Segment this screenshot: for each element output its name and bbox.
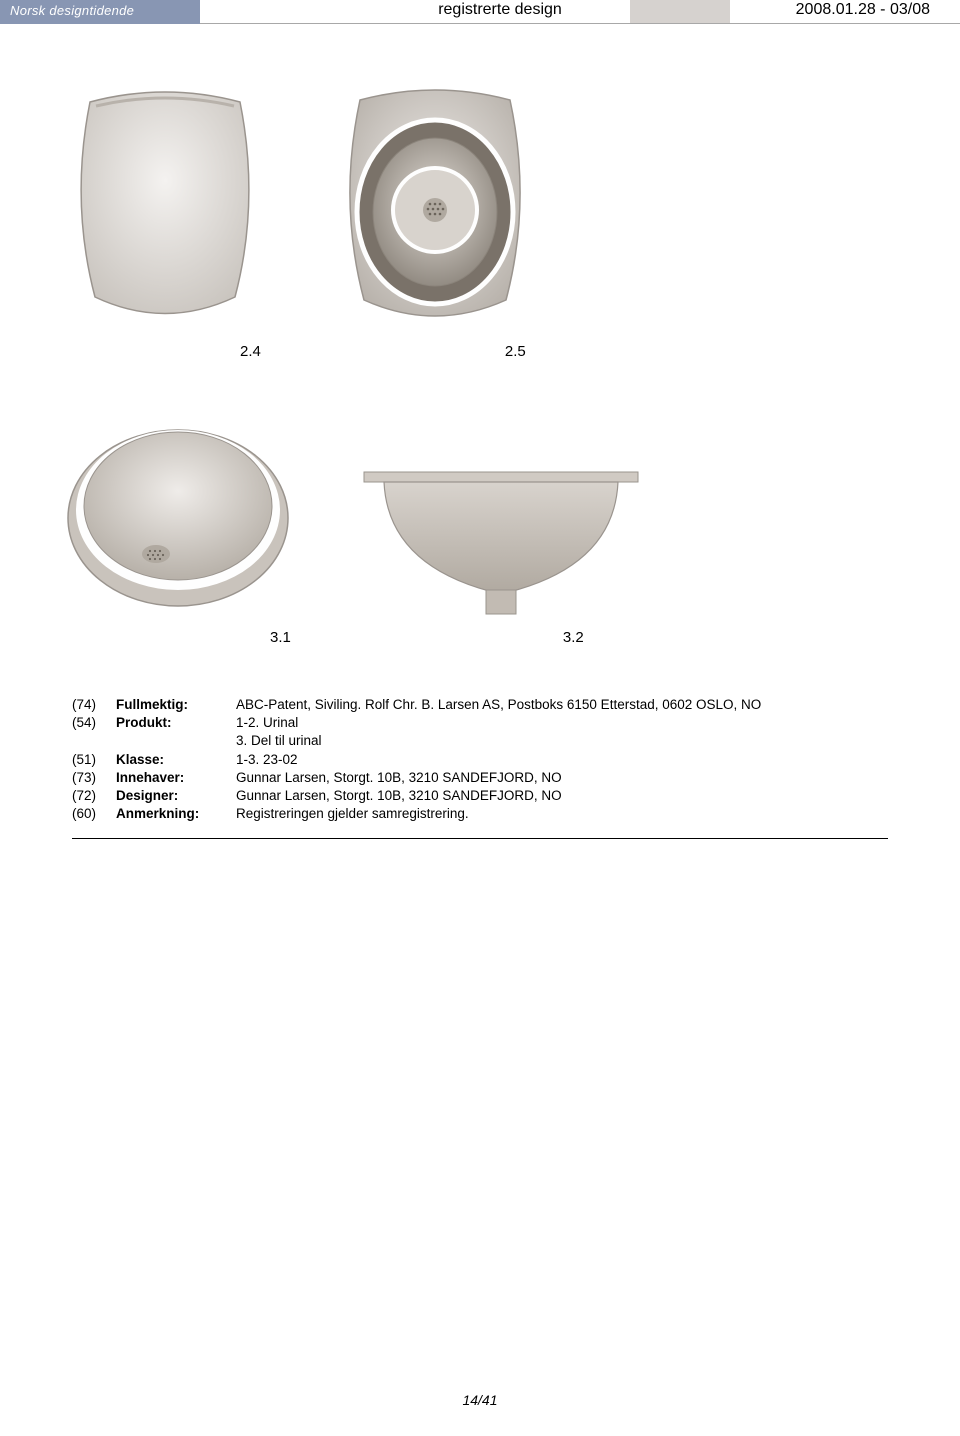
header-date-range: 2008.01.28 - 03/08: [730, 0, 960, 24]
figure-2-5: [330, 72, 540, 337]
section-divider: [72, 838, 888, 839]
page-number: 14/41: [0, 1392, 960, 1408]
metadata-row: (73)Innehaver:Gunnar Larsen, Storgt. 10B…: [72, 769, 960, 787]
metadata-value: 1-2. Urinal: [236, 714, 960, 732]
metadata-row: (60)Anmerkning:Registreringen gjelder sa…: [72, 805, 960, 823]
caption-row-2: 3.1 3.2: [0, 629, 960, 646]
metadata-label: Anmerkning:: [116, 805, 236, 823]
metadata-value: 1-3. 23-02: [236, 751, 960, 769]
urinal-top-open-icon: [330, 72, 540, 332]
metadata-row: (74)Fullmektig:ABC-Patent, Siviling. Rol…: [72, 696, 960, 714]
figure-3-2: [356, 408, 646, 623]
urinal-top-closed-icon: [60, 72, 270, 332]
metadata-row: (54)Produkt:1-2. Urinal: [72, 714, 960, 732]
metadata-row: (51)Klasse:1-3. 23-02: [72, 751, 960, 769]
figures-row-2: [0, 408, 960, 623]
header-spacer: [200, 0, 370, 24]
urinal-bowl-perspective-icon: [60, 408, 296, 618]
header-spacer-grey: [630, 0, 730, 24]
metadata-code: (51): [72, 751, 116, 769]
metadata-label: Innehaver:: [116, 769, 236, 787]
caption-row-1: 2.4 2.5: [0, 343, 960, 360]
figure-caption: 2.4: [240, 343, 261, 360]
metadata-row: (72)Designer:Gunnar Larsen, Storgt. 10B,…: [72, 787, 960, 805]
metadata-block: (74)Fullmektig:ABC-Patent, Siviling. Rol…: [72, 696, 960, 824]
metadata-code: (54): [72, 714, 116, 732]
metadata-code: (74): [72, 696, 116, 714]
urinal-bowl-front-icon: [356, 438, 646, 618]
figure-caption: 3.1: [270, 629, 291, 646]
page-header: Norsk designtidende registrerte design 2…: [0, 0, 960, 24]
metadata-value: ABC-Patent, Siviling. Rolf Chr. B. Larse…: [236, 696, 960, 714]
metadata-value: Registreringen gjelder samregistrering.: [236, 805, 960, 823]
figure-3-1: [60, 408, 296, 623]
metadata-code: (73): [72, 769, 116, 787]
metadata-value: Gunnar Larsen, Storgt. 10B, 3210 SANDEFJ…: [236, 787, 960, 805]
figure-2-4: [60, 72, 270, 337]
metadata-code: (60): [72, 805, 116, 823]
metadata-label: Klasse:: [116, 751, 236, 769]
logo-banner: Norsk designtidende: [0, 0, 200, 24]
figure-caption: 3.2: [563, 629, 584, 646]
metadata-label: Designer:: [116, 787, 236, 805]
metadata-label: Fullmektig:: [116, 696, 236, 714]
metadata-value: 3. Del til urinal: [236, 732, 322, 750]
metadata-row: 3. Del til urinal: [72, 732, 960, 750]
metadata-code: (72): [72, 787, 116, 805]
metadata-label: Produkt:: [116, 714, 236, 732]
metadata-value: Gunnar Larsen, Storgt. 10B, 3210 SANDEFJ…: [236, 769, 960, 787]
header-title: registrerte design: [370, 0, 630, 24]
figure-caption: 2.5: [505, 343, 526, 360]
figures-row-1: [0, 72, 960, 337]
